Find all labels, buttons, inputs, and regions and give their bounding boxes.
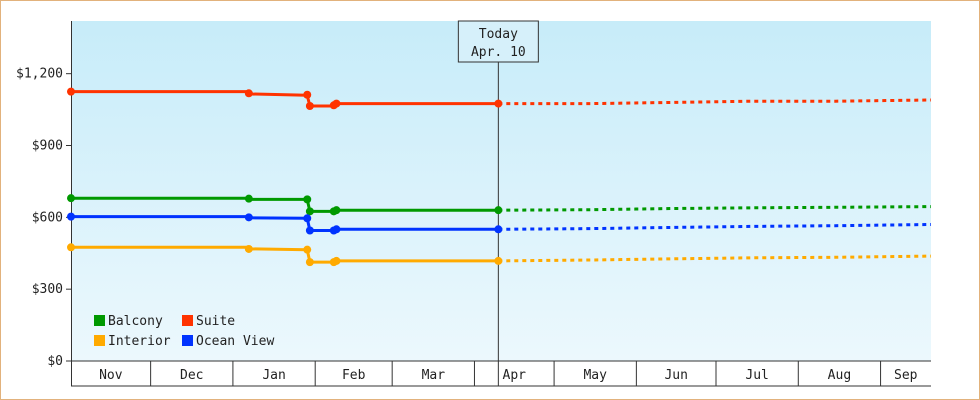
y-tick-label: $1,200 <box>16 67 63 82</box>
marker-ocean-view <box>67 212 75 221</box>
marker-suite <box>332 99 341 108</box>
series-ocean-view-forecast-line <box>498 223 932 231</box>
x-tick-label: Apr <box>503 368 527 383</box>
today-label: Today <box>479 27 518 42</box>
y-tick-label: $300 <box>32 282 63 297</box>
x-tick-label: Dec <box>180 368 203 383</box>
marker-ocean-view <box>244 213 253 222</box>
marker-interior <box>332 256 341 265</box>
legend-label-interior: Interior <box>108 334 171 349</box>
legend-swatch-suite <box>182 315 193 326</box>
x-tick-label: Jan <box>262 368 285 383</box>
series-interior-forecast-line <box>498 254 932 263</box>
x-tick-label: Nov <box>99 368 123 383</box>
legend-label-suite: Suite <box>196 314 235 329</box>
marker-balcony <box>303 195 312 204</box>
x-tick-label: May <box>583 368 607 383</box>
x-tick-label: Aug <box>828 368 851 383</box>
marker-ocean-view <box>494 225 503 234</box>
series-suite-forecast-line <box>498 98 932 106</box>
legend-label-ocean-view: Ocean View <box>196 334 274 349</box>
legend-swatch-balcony <box>94 315 105 326</box>
marker-balcony <box>244 194 253 203</box>
marker-balcony <box>305 207 314 216</box>
x-tick-label: Jul <box>745 368 768 383</box>
x-tick-label: Sep <box>894 368 918 383</box>
marker-interior <box>303 245 312 254</box>
legend-swatch-interior <box>94 335 105 346</box>
marker-suite <box>305 102 314 110</box>
legend-label-balcony: Balcony <box>108 314 163 329</box>
y-tick-label: $0 <box>47 354 63 369</box>
x-tick-label: Feb <box>342 368 366 383</box>
marker-interior <box>67 243 75 252</box>
marker-balcony <box>332 206 341 215</box>
x-tick-label: Mar <box>422 368 446 383</box>
marker-balcony <box>494 206 503 215</box>
marker-balcony <box>67 194 75 203</box>
marker-suite <box>303 90 312 99</box>
marker-interior <box>305 258 314 267</box>
marker-interior <box>494 256 503 265</box>
today-box <box>457 20 539 63</box>
marker-ocean-view <box>305 226 314 235</box>
marker-ocean-view <box>303 214 312 223</box>
y-tick-label: $900 <box>32 139 63 154</box>
series-balcony-forecast-line <box>498 205 932 212</box>
today-date-label: Apr. 10 <box>471 45 526 60</box>
marker-interior <box>244 244 253 253</box>
plot-area <box>71 21 931 361</box>
marker-ocean-view <box>332 225 341 234</box>
y-tick-label: $600 <box>32 210 63 225</box>
marker-suite <box>67 87 75 96</box>
x-tick-label: Jun <box>664 368 687 383</box>
legend-swatch-ocean-view <box>182 335 193 346</box>
marker-suite <box>244 89 253 98</box>
marker-suite <box>494 99 503 108</box>
